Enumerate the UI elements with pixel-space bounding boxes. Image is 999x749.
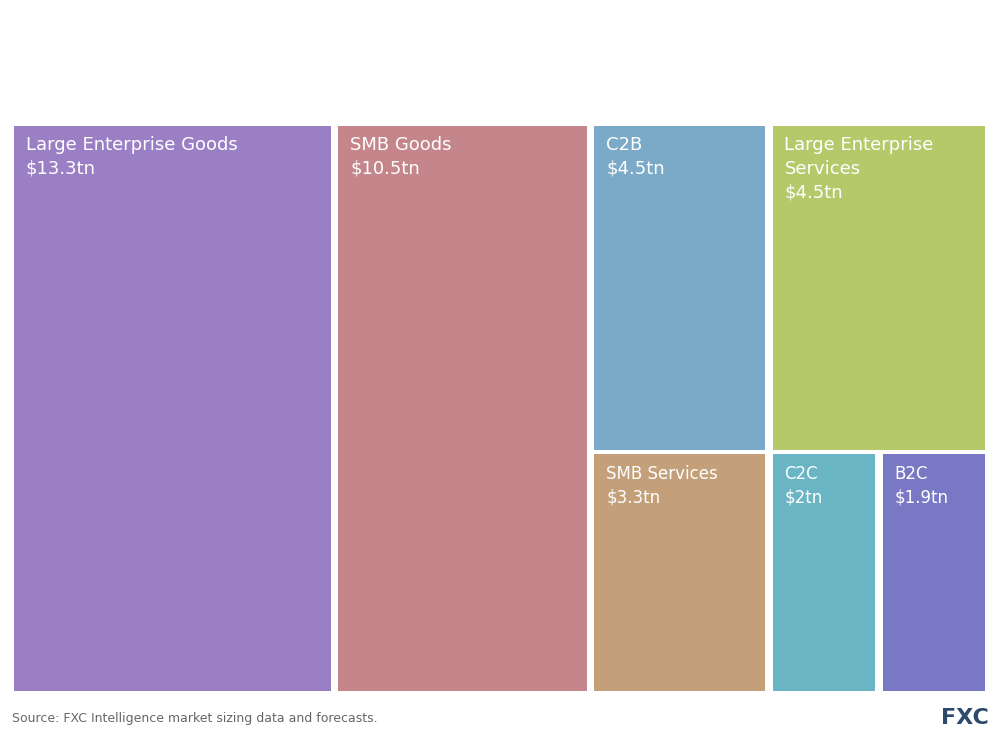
Text: Non-wholesale cross-border payments: 2024 market size: Non-wholesale cross-border payments: 202… bbox=[12, 34, 904, 63]
FancyBboxPatch shape bbox=[772, 126, 985, 449]
FancyBboxPatch shape bbox=[14, 126, 331, 691]
Text: FXC: FXC bbox=[941, 708, 989, 728]
Text: B2C
$1.9tn: B2C $1.9tn bbox=[894, 464, 948, 506]
FancyBboxPatch shape bbox=[339, 126, 586, 691]
Text: Source: FXC Intelligence market sizing data and forecasts.: Source: FXC Intelligence market sizing d… bbox=[12, 712, 378, 724]
FancyBboxPatch shape bbox=[594, 455, 765, 691]
Text: Large Enterprise Goods
$13.3tn: Large Enterprise Goods $13.3tn bbox=[26, 136, 238, 178]
FancyBboxPatch shape bbox=[883, 455, 985, 691]
Text: C2B
$4.5tn: C2B $4.5tn bbox=[606, 136, 665, 178]
FancyBboxPatch shape bbox=[594, 126, 765, 449]
Text: The size of the B2B and consumer cross-border payments market by segment: The size of the B2B and consumer cross-b… bbox=[12, 89, 747, 108]
FancyBboxPatch shape bbox=[772, 455, 875, 691]
Text: SMB Services
$3.3tn: SMB Services $3.3tn bbox=[606, 464, 718, 506]
Text: SMB Goods
$10.5tn: SMB Goods $10.5tn bbox=[351, 136, 452, 178]
Text: Large Enterprise
Services
$4.5tn: Large Enterprise Services $4.5tn bbox=[784, 136, 934, 201]
Text: C2C
$2tn: C2C $2tn bbox=[784, 464, 822, 506]
